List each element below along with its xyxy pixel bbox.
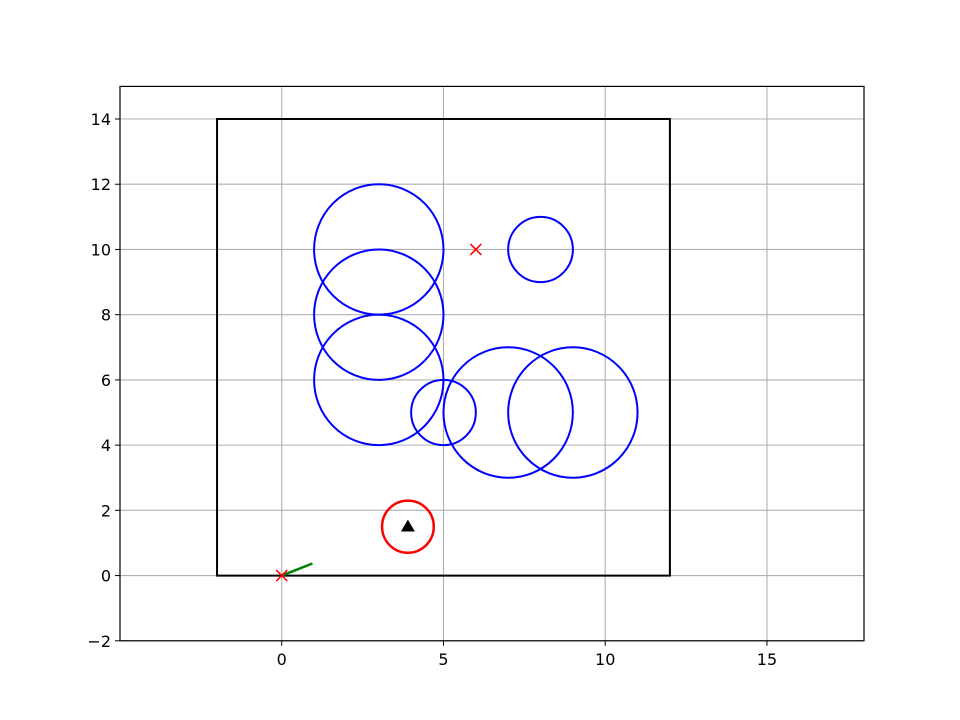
robot-triangle-marker: [400, 519, 415, 532]
obstacle-circle: [507, 215, 574, 284]
ticks: 0 5 10 15 −2 0 2 4 6 8 10 12 14: [87, 110, 777, 669]
x-marker: [469, 243, 482, 256]
y-tick-label: −2: [87, 632, 111, 651]
y-tick-label: 8: [101, 306, 111, 325]
x-tick-label: 0: [277, 650, 287, 669]
y-tick-label: 12: [91, 175, 111, 194]
y-tick-label: 14: [91, 110, 111, 129]
obstacle-circle: [410, 378, 477, 447]
x-tick-label: 10: [595, 650, 615, 669]
axes-background: [120, 86, 864, 641]
path-layer: [281, 562, 313, 577]
obstacles-layer: [313, 183, 639, 479]
axes-frame: [119, 85, 865, 642]
markers-layer: [275, 243, 482, 582]
obstacle-circle: [313, 248, 445, 381]
boundary-layer: [216, 118, 671, 577]
boundary-rectangle: [216, 118, 671, 577]
path-line: [281, 562, 313, 577]
y-tick-label: 10: [91, 240, 111, 259]
y-tick-label: 4: [101, 436, 111, 455]
x-marker: [275, 569, 288, 582]
x-tick-label: 5: [438, 650, 448, 669]
obstacle-circle: [507, 346, 639, 479]
x-marker-stroke: [275, 569, 288, 582]
x-marker-stroke: [469, 243, 482, 256]
y-tick-label: 6: [101, 371, 111, 390]
x-tick-label: 15: [757, 650, 777, 669]
grid: [120, 86, 864, 642]
obstacle-circle: [442, 346, 574, 479]
y-tick-label: 2: [101, 501, 111, 520]
robot-layer: [380, 499, 436, 554]
y-tick-label: 0: [101, 567, 111, 586]
robot-circle: [380, 499, 436, 554]
